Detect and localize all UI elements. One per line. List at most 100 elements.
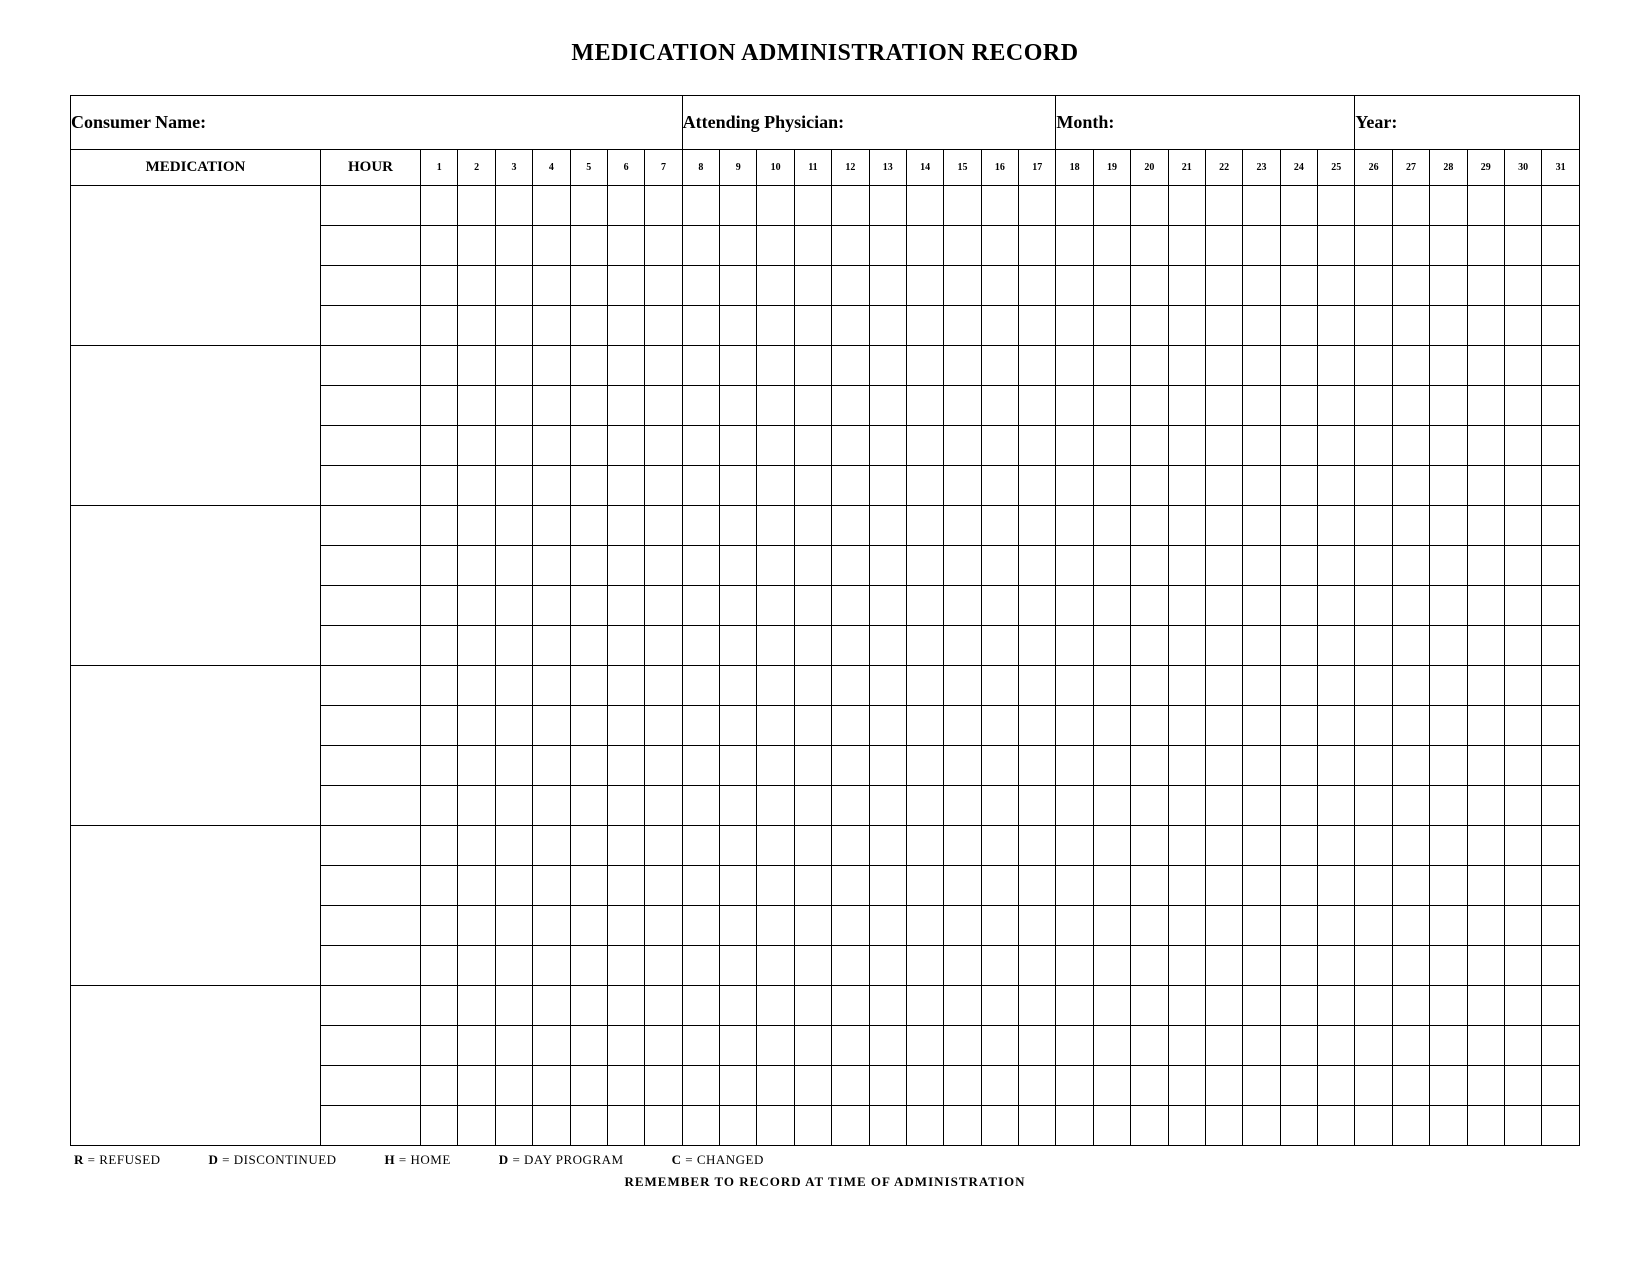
- grid-cell: [1243, 546, 1280, 586]
- grid-cell: [1168, 1066, 1205, 1106]
- grid-cell: [421, 1066, 458, 1106]
- hour-cell: [321, 1066, 421, 1106]
- grid-cell: [1542, 186, 1580, 226]
- grid-cell: [981, 986, 1018, 1026]
- grid-cell: [1168, 1106, 1205, 1146]
- grid-cell: [1504, 946, 1541, 986]
- grid-cell: [682, 866, 719, 906]
- hour-cell: [321, 666, 421, 706]
- grid-cell: [495, 706, 532, 746]
- grid-cell: [421, 386, 458, 426]
- grid-cell: [869, 386, 906, 426]
- col-medication: MEDICATION: [71, 150, 321, 186]
- grid-cell: [794, 546, 831, 586]
- grid-cell: [1205, 626, 1242, 666]
- hour-cell: [321, 826, 421, 866]
- grid-cell: [421, 946, 458, 986]
- grid-cell: [1093, 466, 1130, 506]
- grid-cell: [1205, 506, 1242, 546]
- grid-cell: [944, 626, 981, 666]
- grid-cell: [495, 906, 532, 946]
- grid-cell: [1542, 626, 1580, 666]
- grid-cell: [1093, 186, 1130, 226]
- grid-cell: [1318, 346, 1355, 386]
- grid-cell: [1318, 626, 1355, 666]
- col-day-31: 31: [1542, 150, 1580, 186]
- grid-cell: [1131, 266, 1168, 306]
- grid-cell: [981, 1106, 1018, 1146]
- grid-cell: [757, 1026, 794, 1066]
- grid-cell: [570, 626, 607, 666]
- grid-cell: [794, 466, 831, 506]
- grid-cell: [1056, 266, 1093, 306]
- grid-cell: [1093, 546, 1130, 586]
- grid-cell: [1168, 586, 1205, 626]
- grid-cell: [944, 426, 981, 466]
- grid-cell: [1019, 546, 1056, 586]
- grid-cell: [832, 906, 869, 946]
- grid-cell: [1318, 466, 1355, 506]
- grid-cell: [421, 186, 458, 226]
- hour-cell: [321, 986, 421, 1026]
- grid-cell: [906, 666, 943, 706]
- grid-cell: [1205, 826, 1242, 866]
- grid-cell: [682, 386, 719, 426]
- legend-meaning: DISCONTINUED: [234, 1152, 337, 1167]
- grid-cell: [570, 226, 607, 266]
- grid-cell: [720, 986, 757, 1026]
- grid-cell: [645, 386, 682, 426]
- grid-cell: [682, 826, 719, 866]
- grid-cell: [458, 666, 495, 706]
- grid-cell: [869, 346, 906, 386]
- grid-cell: [1392, 466, 1429, 506]
- grid-cell: [533, 666, 570, 706]
- grid-cell: [794, 346, 831, 386]
- grid-cell: [1280, 266, 1317, 306]
- grid-cell: [720, 386, 757, 426]
- grid-cell: [869, 906, 906, 946]
- grid-cell: [757, 666, 794, 706]
- grid-cell: [570, 586, 607, 626]
- grid-cell: [869, 186, 906, 226]
- grid-cell: [1280, 306, 1317, 346]
- grid-cell: [1168, 226, 1205, 266]
- grid-cell: [1205, 666, 1242, 706]
- grid-cell: [1542, 946, 1580, 986]
- grid-cell: [1392, 826, 1429, 866]
- grid-cell: [1467, 1066, 1504, 1106]
- grid-cell: [944, 746, 981, 786]
- grid-cell: [1168, 866, 1205, 906]
- grid-cell: [1355, 746, 1392, 786]
- mar-table: Consumer Name:Attending Physician:Month:…: [70, 95, 1580, 1146]
- grid-cell: [981, 186, 1018, 226]
- grid-cell: [1168, 546, 1205, 586]
- grid-cell: [757, 626, 794, 666]
- grid-cell: [906, 466, 943, 506]
- grid-cell: [607, 746, 644, 786]
- grid-cell: [421, 346, 458, 386]
- grid-cell: [794, 586, 831, 626]
- grid-cell: [869, 626, 906, 666]
- grid-cell: [1280, 746, 1317, 786]
- grid-cell: [1093, 1106, 1130, 1146]
- grid-cell: [533, 226, 570, 266]
- legend-code: R: [74, 1152, 84, 1167]
- grid-cell: [832, 666, 869, 706]
- grid-cell: [757, 266, 794, 306]
- grid-cell: [1467, 226, 1504, 266]
- hour-cell: [321, 346, 421, 386]
- grid-cell: [981, 746, 1018, 786]
- grid-cell: [570, 986, 607, 1026]
- grid-cell: [1243, 706, 1280, 746]
- grid-cell: [1355, 586, 1392, 626]
- grid-cell: [1243, 426, 1280, 466]
- grid-cell: [981, 266, 1018, 306]
- grid-cell: [906, 226, 943, 266]
- grid-cell: [458, 426, 495, 466]
- grid-cell: [495, 1106, 532, 1146]
- grid-cell: [1280, 1066, 1317, 1106]
- grid-cell: [1019, 1026, 1056, 1066]
- grid-cell: [1280, 386, 1317, 426]
- grid-cell: [1131, 226, 1168, 266]
- col-day-15: 15: [944, 150, 981, 186]
